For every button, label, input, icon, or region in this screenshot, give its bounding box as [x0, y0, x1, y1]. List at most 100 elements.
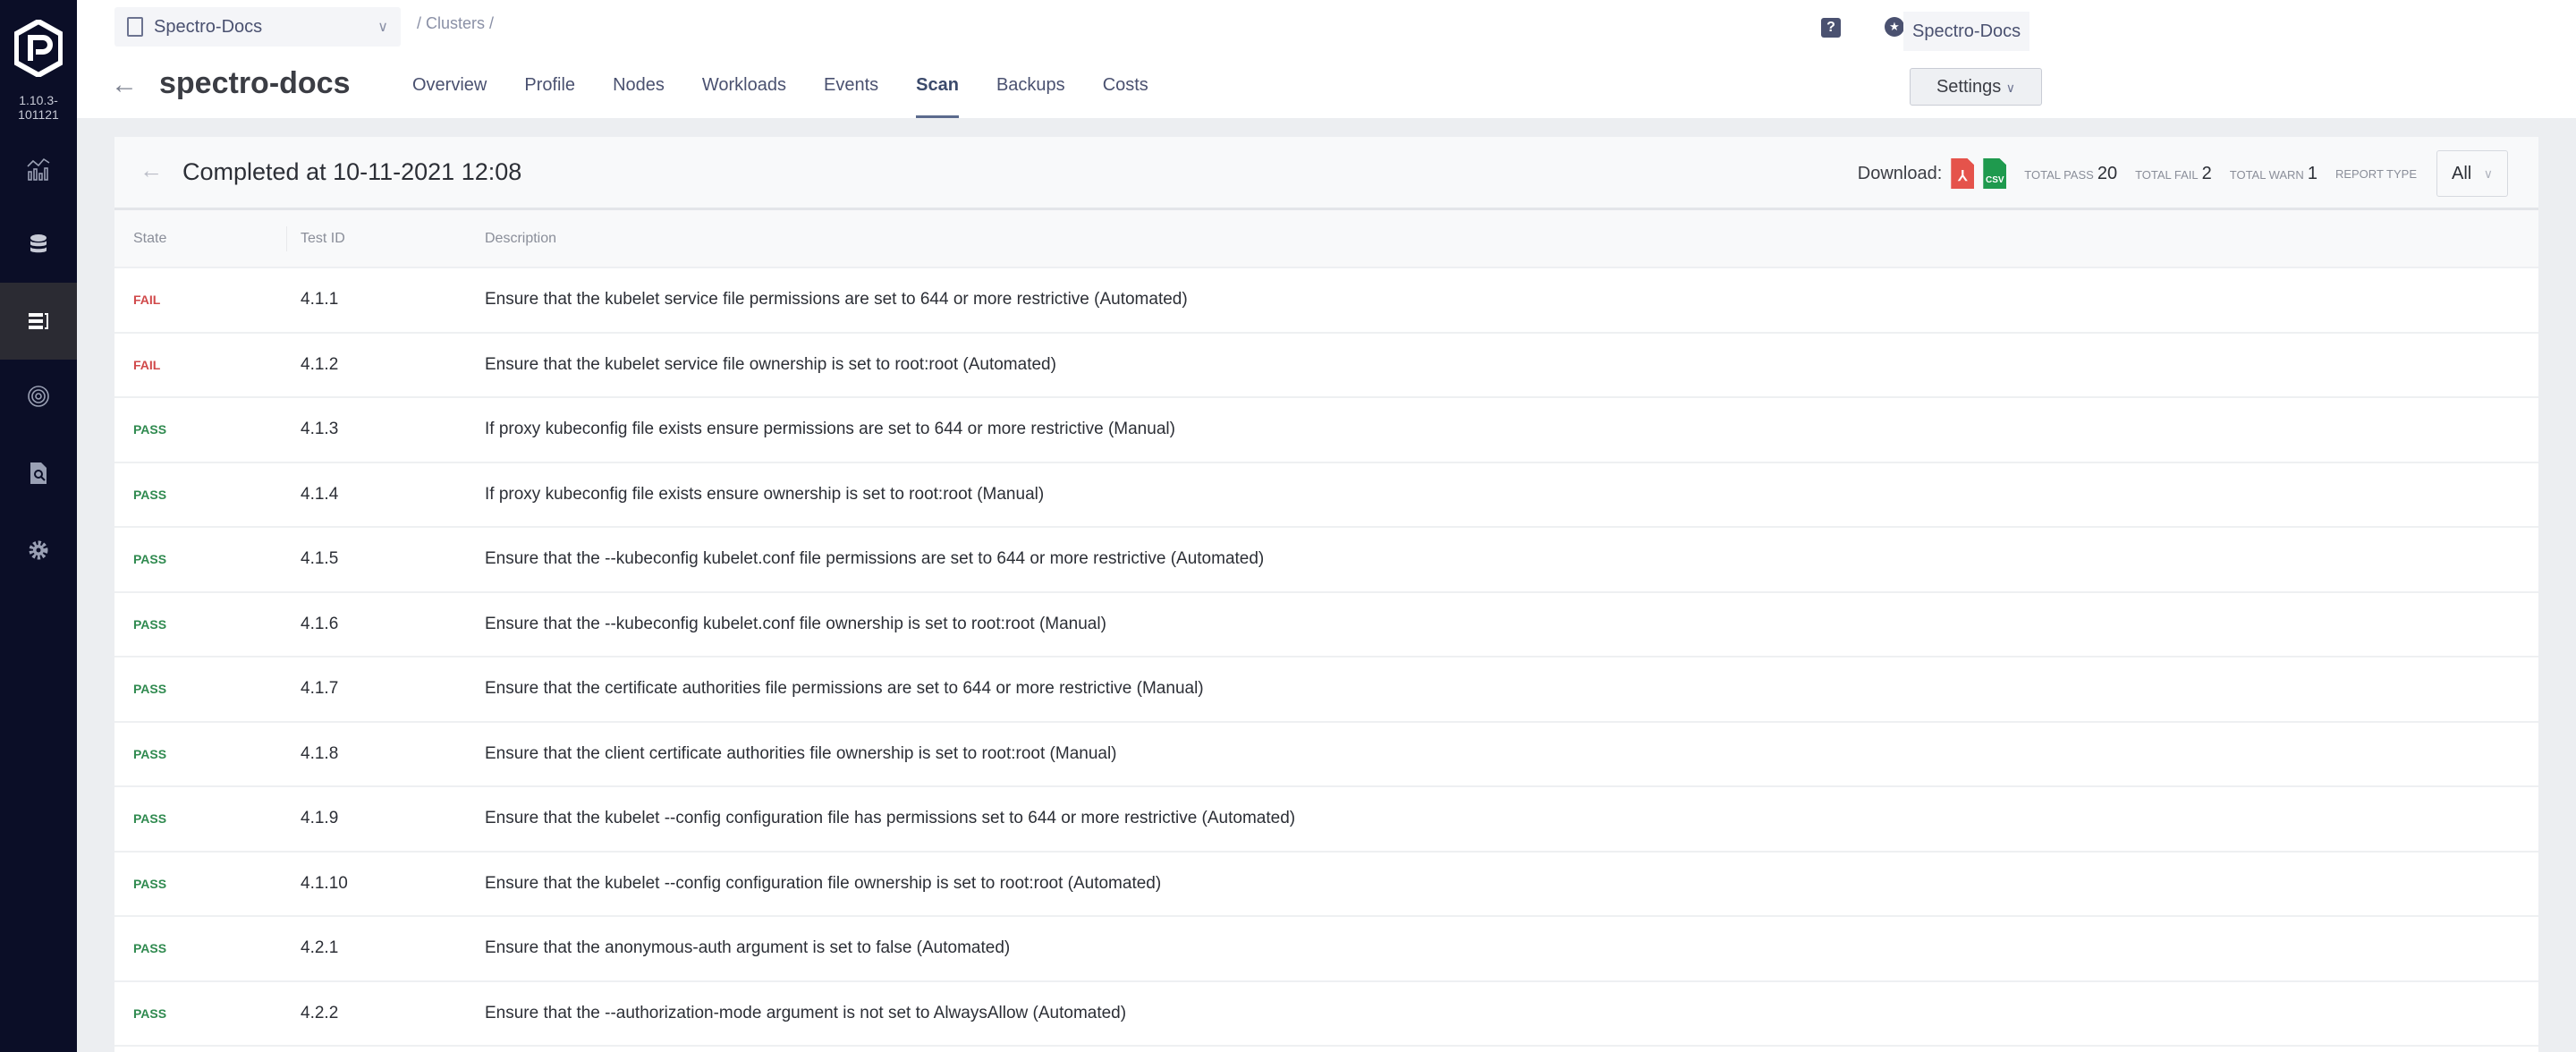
test-id: 4.1.1 — [301, 290, 339, 310]
tab-profile[interactable]: Profile — [524, 75, 576, 95]
sidebar: 1.10.3-101121 — [0, 0, 77, 1052]
state-badge: PASS — [133, 487, 167, 502]
state-badge: PASS — [133, 746, 167, 761]
database-icon — [30, 234, 47, 253]
column-test-id[interactable]: Test ID — [301, 230, 345, 246]
target-icon — [28, 386, 49, 407]
column-state[interactable]: State — [114, 225, 287, 251]
chevron-down-icon: ∨ — [2483, 165, 2493, 181]
breadcrumb[interactable]: / Clusters / — [417, 14, 495, 32]
test-description: If proxy kubeconfig file exists ensure o… — [485, 484, 1045, 504]
sidebar-item-target[interactable] — [0, 358, 77, 435]
test-description: Ensure that the certificate authorities … — [485, 679, 1204, 699]
sidebar-item-database[interactable] — [0, 207, 77, 284]
cluster-title: spectro-docs — [159, 66, 351, 100]
report-type-label: REPORT TYPE — [2334, 166, 2417, 181]
state-badge: FAIL — [133, 293, 161, 308]
total-fail: TOTAL FAIL 2 — [2135, 164, 2212, 184]
table-row[interactable]: FAIL 4.1.2 Ensure that the kubelet service… — [114, 334, 2538, 398]
report-type-select[interactable]: All ∨ — [2436, 150, 2508, 197]
test-description: Ensure that the anonymous-auth argument … — [485, 938, 1011, 958]
sidebar-item-audit[interactable] — [0, 435, 77, 512]
test-id: 4.1.10 — [301, 873, 348, 893]
sidebar-item-settings[interactable] — [0, 512, 77, 589]
project-selector[interactable]: Spectro-Docs ∨ — [114, 7, 401, 47]
tab-costs[interactable]: Costs — [1102, 75, 1148, 95]
table-row[interactable]: PASS 4.1.7 Ensure that the certificate aut… — [114, 658, 2538, 723]
test-description: Ensure that the kubelet service file per… — [485, 290, 1188, 310]
table-body: FAIL 4.1.1 Ensure that the kubelet service… — [114, 268, 2538, 1047]
test-id: 4.1.3 — [301, 420, 339, 439]
report-type-value: All — [2452, 163, 2472, 183]
analytics-icon — [27, 157, 50, 181]
test-description: Ensure that the --kubeconfig kubelet.con… — [485, 614, 1106, 633]
table-row[interactable]: PASS 4.2.2 Ensure that the --authorization… — [114, 982, 2538, 1047]
back-arrow-icon[interactable]: ← — [140, 157, 163, 183]
user-menu[interactable]: Spectro-Docs — [1903, 12, 2030, 51]
table-row[interactable]: PASS 4.1.6 Ensure that the --kubeconfig ku… — [114, 593, 2538, 658]
settings-label: Settings — [1936, 77, 2002, 97]
test-description: If proxy kubeconfig file exists ensure p… — [485, 420, 1175, 439]
tab-nodes[interactable]: Nodes — [613, 75, 665, 95]
test-id: 4.2.2 — [301, 1003, 339, 1022]
tab-scan[interactable]: Scan — [897, 75, 978, 118]
sidebar-item-analytics[interactable] — [0, 131, 77, 208]
table-row[interactable]: PASS 4.1.3 If proxy kubeconfig file exists… — [114, 398, 2538, 463]
sidebar-item-clusters[interactable] — [0, 283, 77, 360]
top-header: Spectro-Docs ∨ / Clusters / ? ★ Spectro-D… — [77, 0, 2576, 118]
star-icon[interactable]: ★ — [1885, 17, 1904, 37]
download-label: Download: — [1857, 163, 1943, 183]
table-row[interactable]: PASS 4.1.10 Ensure that the kubelet --conf… — [114, 853, 2538, 917]
project-icon — [127, 17, 143, 37]
project-name: Spectro-Docs — [154, 16, 263, 37]
help-icon[interactable]: ? — [1821, 18, 1841, 38]
test-id: 4.1.2 — [301, 354, 339, 374]
clusters-list-icon — [29, 313, 48, 329]
test-description: Ensure that the client certificate autho… — [485, 743, 1117, 763]
test-description: Ensure that the --kubeconfig kubelet.con… — [485, 549, 1265, 569]
test-id: 4.1.9 — [301, 809, 339, 828]
pdf-download-icon[interactable]: ⅄ — [1951, 158, 1975, 189]
total-warn: TOTAL WARN 1 — [2230, 164, 2318, 184]
test-description: Ensure that the kubelet --config configu… — [485, 809, 1296, 828]
table-header: State Test ID Description — [114, 210, 2538, 268]
test-description: Ensure that the --authorization-mode arg… — [485, 1003, 1127, 1022]
table-row[interactable]: PASS 4.1.9 Ensure that the kubelet --confi… — [114, 787, 2538, 853]
back-arrow-icon[interactable]: ← — [111, 70, 138, 99]
total-pass-value: 20 — [2097, 163, 2118, 183]
csv-label: CSV — [1986, 175, 2004, 185]
scan-report-header: ← Completed at 10-11-2021 12:08 Download… — [114, 137, 2538, 210]
total-pass: TOTAL PASS 20 — [2024, 164, 2117, 184]
settings-button[interactable]: Settings ∨ — [1910, 68, 2042, 106]
total-warn-value: 1 — [2307, 163, 2318, 183]
spectro-logo-icon[interactable] — [14, 20, 63, 77]
state-badge: PASS — [133, 876, 167, 891]
total-pass-label: TOTAL PASS — [2024, 167, 2094, 182]
test-id: 4.1.4 — [301, 484, 339, 504]
test-id: 4.1.6 — [301, 614, 339, 633]
state-badge: PASS — [133, 941, 167, 956]
total-fail-value: 2 — [2201, 163, 2212, 183]
scan-report-card: ← Completed at 10-11-2021 12:08 Download… — [114, 137, 2538, 1052]
csv-download-icon[interactable]: CSV — [1983, 158, 2007, 189]
table-row[interactable]: FAIL 4.1.1 Ensure that the kubelet service… — [114, 268, 2538, 334]
table-row[interactable]: PASS 4.1.5 Ensure that the --kubeconfig ku… — [114, 528, 2538, 593]
total-warn-label: TOTAL WARN — [2229, 167, 2304, 182]
cluster-tabs: Overview Profile Nodes Workloads Events … — [394, 75, 1167, 118]
tab-overview[interactable]: Overview — [412, 75, 487, 95]
chevron-down-icon: ∨ — [2005, 81, 2016, 95]
version-label: 1.10.3-101121 — [18, 93, 59, 122]
table-row[interactable]: PASS 4.1.8 Ensure that the client certific… — [114, 723, 2538, 787]
state-badge: FAIL — [133, 357, 161, 372]
tab-backups[interactable]: Backups — [996, 75, 1065, 95]
state-badge: PASS — [133, 552, 167, 567]
table-row[interactable]: PASS 4.1.4 If proxy kubeconfig file exists… — [114, 463, 2538, 528]
tab-events[interactable]: Events — [824, 75, 879, 95]
test-id: 4.1.8 — [301, 743, 339, 763]
test-id: 4.2.1 — [301, 938, 339, 958]
tab-workloads[interactable]: Workloads — [701, 75, 786, 95]
table-row[interactable]: PASS 4.2.1 Ensure that the anonymous-auth … — [114, 917, 2538, 982]
state-badge: PASS — [133, 811, 167, 827]
column-description[interactable]: Description — [485, 230, 557, 246]
state-badge: PASS — [133, 616, 167, 632]
